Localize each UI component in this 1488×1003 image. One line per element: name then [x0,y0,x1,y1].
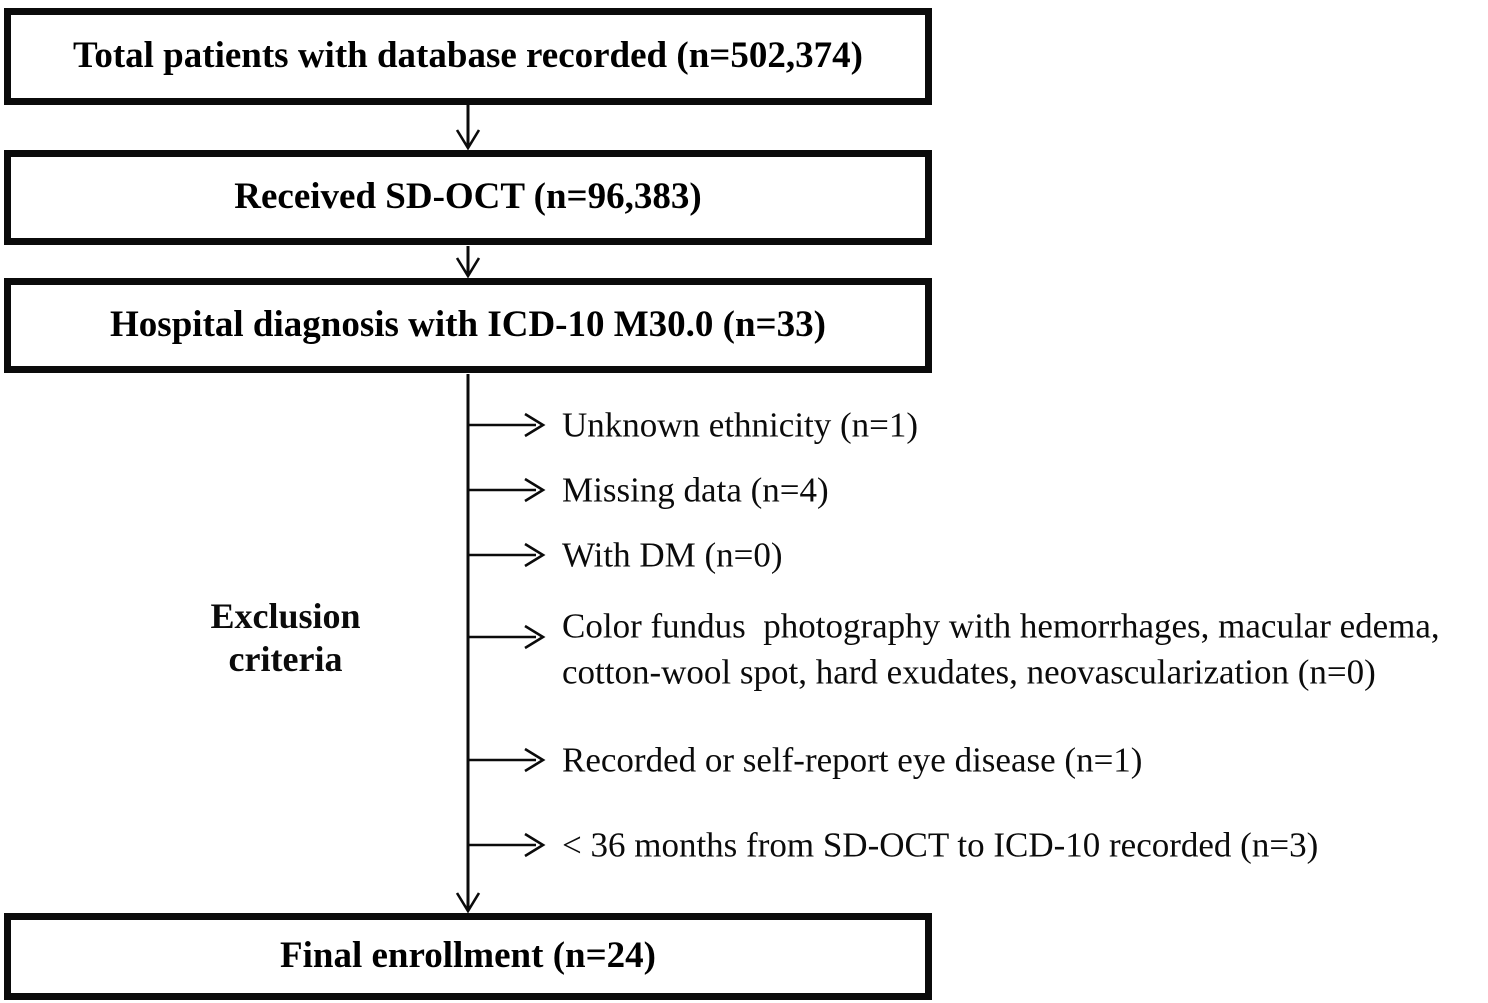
branch-arrow-1 [469,412,546,438]
exclusion-criteria-label-line1: Exclusion [210,595,361,636]
exclusion-item-36-months: < 36 months from SD-OCT to ICD-10 record… [562,825,1319,865]
exclusion-item-with-dm: With DM (n=0) [562,535,783,575]
flow-box-final-enrollment-label: Final enrollment (n=24) [280,935,656,977]
branch-arrow-5 [469,747,546,773]
exclusion-criteria-label-line2: criteria [228,639,343,679]
branch-arrow-4 [469,624,546,650]
down-arrow-1 [455,103,481,151]
main-stem-arrow [455,374,481,914]
flow-box-total-patients-label: Total patients with database recorded (n… [73,35,863,77]
flow-box-received-sdoct: Received SD-OCT (n=96,383) [4,150,932,245]
exclusion-item-color-fundus: Color fundus photography with hemorrhage… [562,606,1449,692]
flow-box-received-sdoct-label: Received SD-OCT (n=96,383) [234,176,702,218]
flow-box-hospital-diagnosis: Hospital diagnosis with ICD-10 M30.0 (n=… [4,278,932,373]
branch-arrow-6 [469,832,546,858]
flow-box-final-enrollment: Final enrollment (n=24) [4,913,932,1000]
exclusion-criteria-label: Exclusion criteria [168,595,403,681]
branch-arrow-3 [469,542,546,568]
exclusion-item-missing-data: Missing data (n=4) [562,470,829,510]
exclusion-item-unknown-ethnicity: Unknown ethnicity (n=1) [562,405,919,445]
exclusion-item-eye-disease: Recorded or self-report eye disease (n=1… [562,740,1143,780]
down-arrow-2 [455,246,481,279]
branch-arrow-2 [469,477,546,503]
flow-box-total-patients: Total patients with database recorded (n… [4,8,932,105]
flow-box-hospital-diagnosis-label: Hospital diagnosis with ICD-10 M30.0 (n=… [110,304,826,346]
